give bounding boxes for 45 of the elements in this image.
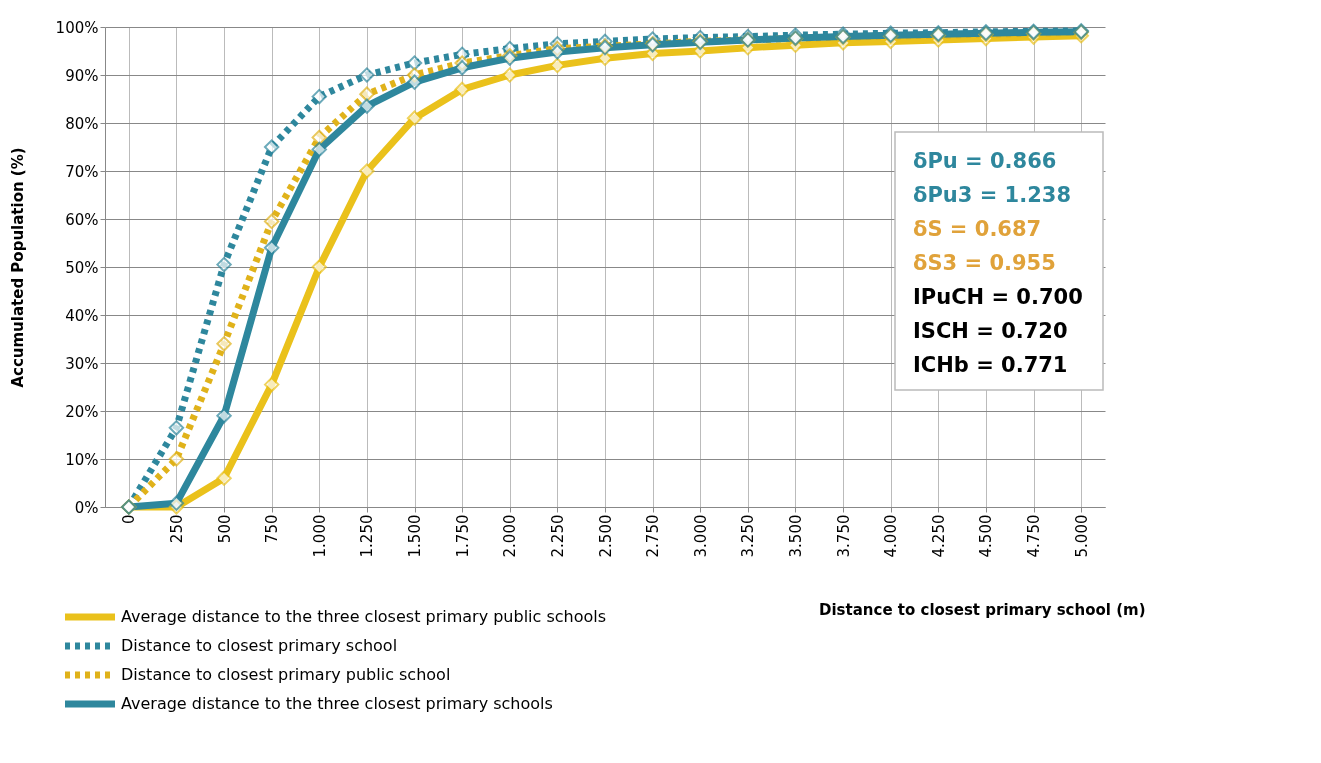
x-tick-label: 250 [167,514,186,544]
annotation: ISCH = 0.720 [913,319,1068,343]
x-tick-label: 1.000 [310,514,329,558]
x-tick-label: 1.500 [406,514,425,558]
annotation: δPu = 0.866 [913,149,1057,173]
y-tick-label: 30% [65,354,99,373]
x-tick-label: 1.750 [453,514,472,558]
x-tick-label: 2.250 [548,514,567,558]
x-tick-label: 3.000 [691,514,710,558]
x-tick-label: 750 [263,514,282,544]
x-tick-label: 3.500 [786,514,805,558]
x-tick-label: 3.750 [834,514,853,558]
annotation: δS = 0.687 [913,217,1042,241]
y-tick-label: 40% [65,306,99,325]
y-tick-label: 80% [65,114,99,133]
legend-label: Average distance to the three closest primary schools [121,694,553,713]
y-tick-label: 20% [65,402,99,421]
x-tick-label: 4.250 [929,514,948,558]
annotation: δS3 = 0.955 [913,251,1056,275]
annotation: ICHb = 0.771 [913,353,1068,377]
y-axis-title: Accumulated Population (%) [8,147,27,388]
y-tick-label: 100% [55,18,99,37]
x-tick-label: 4.000 [882,514,901,558]
x-tick-label: 3.250 [739,514,758,558]
x-tick-label: 1.250 [358,514,377,558]
legend-label: Average distance to the three closest primary public schools [121,607,607,626]
x-tick-label: 5.000 [1072,514,1091,558]
x-tick-label: 2.750 [644,514,663,558]
x-tick-label: 0 [120,514,139,525]
legend-label: Distance to closest primary public school [121,665,451,684]
y-tick-label: 0% [74,498,99,517]
x-tick-label: 2.500 [596,514,615,558]
y-tick-label: 10% [65,450,99,469]
annotation: IPuCH = 0.700 [913,285,1083,309]
x-tick-label: 2.000 [501,514,520,558]
y-tick-label: 60% [65,210,99,229]
x-tick-label: 4.750 [1025,514,1044,558]
x-tick-label: 500 [215,514,234,544]
y-tick-label: 70% [65,162,99,181]
y-tick-label: 50% [65,258,99,277]
annotation: δPu3 = 1.238 [913,183,1072,207]
x-tick-label: 4.500 [977,514,996,558]
x-axis-title: Distance to closest primary school (m) [819,600,1146,619]
legend-label: Distance to closest primary school [121,636,398,655]
y-tick-label: 90% [65,66,99,85]
